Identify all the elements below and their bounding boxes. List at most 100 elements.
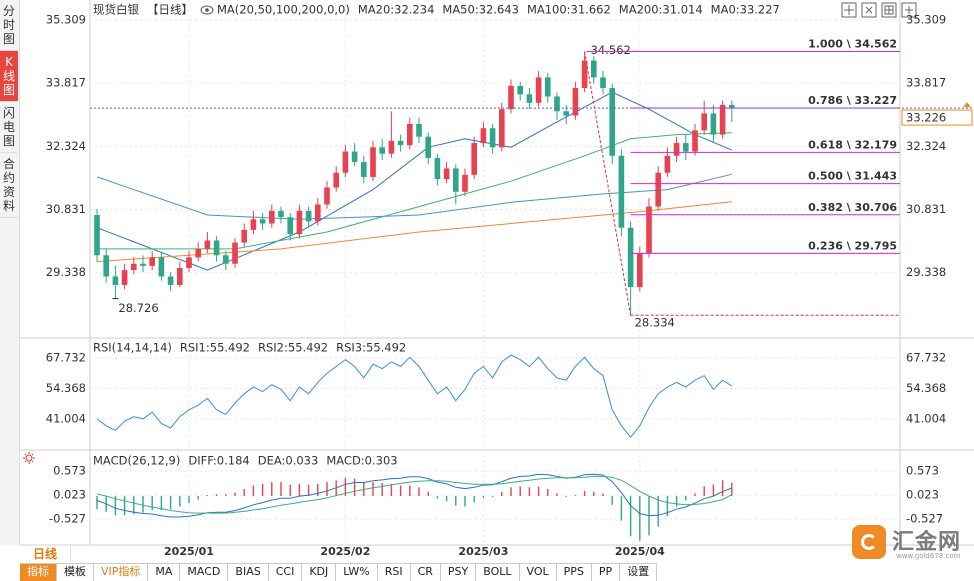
toolbar-tab[interactable]: 模板 [57, 564, 94, 581]
toolbar-tab[interactable]: CR [411, 564, 441, 581]
candle-body [315, 204, 321, 222]
toolbar-tab[interactable]: PSY [441, 564, 477, 581]
icon[interactable] [841, 2, 857, 18]
candle-body [609, 88, 615, 156]
toolbar-tab[interactable]: RSI [378, 564, 411, 581]
candle-body [103, 255, 109, 277]
icon-glyph [905, 6, 913, 14]
low-label: 28.334 [635, 316, 675, 330]
toolbar-tab[interactable]: KDJ [302, 564, 337, 581]
candle-body [618, 155, 625, 228]
toolbar-tab[interactable]: MACD [180, 564, 229, 581]
sidebar-tab[interactable]: K线图 [0, 51, 18, 102]
legend-item: RSI(14,14,14) [93, 341, 172, 355]
x-tick-label: 2025/04 [615, 545, 665, 558]
y-tick-label-right: 54.368 [906, 381, 946, 395]
sidebar-tab[interactable]: 闪电图 [0, 102, 18, 153]
candle-body [692, 130, 698, 152]
last-price-label: 33.226 [906, 111, 946, 125]
candle-body [554, 96, 560, 112]
brand-logo [852, 525, 886, 559]
candle-body [710, 113, 717, 135]
y-tick-label-right: 41.004 [906, 411, 946, 425]
candle-body [379, 147, 385, 154]
candle-body [572, 88, 579, 116]
candle-body [673, 143, 680, 156]
icon[interactable] [881, 2, 897, 18]
ma-line [96, 91, 732, 271]
ma-line [96, 201, 732, 263]
period-tab[interactable]: 日线 [20, 546, 71, 562]
settings-icon[interactable] [23, 452, 35, 464]
y-tick-label-right: 32.324 [906, 139, 946, 153]
candle-body [416, 123, 422, 137]
indicator-line [96, 354, 733, 438]
toolbar-tab[interactable]: 设置 [620, 564, 658, 581]
icon[interactable] [901, 2, 917, 18]
candle-body [443, 168, 450, 180]
y-tick-label-right: 0.023 [906, 488, 939, 502]
candle-body [167, 276, 174, 285]
toolbar-tab[interactable]: 指标 [20, 564, 57, 581]
toolbar-tab[interactable]: CCI [269, 564, 303, 581]
candle-body [121, 270, 128, 285]
candle-body [250, 219, 257, 230]
toolbar-tab[interactable]: BOLL [476, 564, 520, 581]
icon-glyph [25, 454, 33, 462]
candle-body [140, 263, 146, 266]
candle-body [600, 77, 606, 88]
candle-body [545, 77, 551, 97]
candle-body [305, 210, 312, 222]
candle-body [434, 157, 441, 180]
candle-body [269, 210, 275, 224]
low-label: 28.726 [118, 301, 158, 315]
toolbar-tab[interactable]: PP [592, 564, 621, 581]
sidebar-tab[interactable]: 合约资料 [0, 153, 18, 218]
toolbar-tab[interactable]: LW% [336, 564, 378, 581]
x-tick-label: 2025/01 [164, 545, 214, 558]
candle-body [195, 248, 201, 258]
candle-body [177, 267, 183, 285]
legend-item: RSI1:55.492 [180, 341, 250, 355]
icon-glyph [865, 6, 873, 14]
candle-body [517, 85, 523, 95]
legend-item: MA200:31.014 [619, 3, 703, 17]
icon-glyph [844, 5, 854, 15]
candle-body [278, 210, 284, 218]
y-tick-label: 33.817 [46, 76, 86, 90]
y-tick-label: 0.573 [53, 464, 86, 478]
candle-body [535, 77, 542, 103]
legend-item: RSI3:55.492 [336, 341, 406, 355]
legend-item: 【日线】 [147, 3, 193, 17]
eye-icon[interactable] [200, 5, 214, 15]
sidebar-tab[interactable]: 分时图 [0, 0, 18, 51]
y-tick-label: 41.004 [46, 411, 86, 425]
toolbar-tab[interactable]: VOL [520, 564, 557, 581]
y-tick-label-right: 67.732 [906, 350, 946, 364]
toolbar-tab[interactable]: BIAS [228, 564, 269, 581]
y-tick-label: 0.023 [53, 488, 86, 502]
y-tick-label: 67.732 [46, 350, 86, 364]
candle-body [342, 151, 349, 173]
candle-body [213, 240, 220, 256]
toolbar-tab[interactable]: VIP指标 [94, 564, 149, 581]
legend-item: DIFF:0.184 [188, 454, 249, 468]
sidebar: 分时图 K线图 闪电图 合约资料 [0, 0, 20, 545]
toolbar-tab[interactable]: PPS [557, 564, 592, 581]
y-tick-label: 35.309 [46, 12, 86, 26]
candle-body [462, 174, 468, 192]
chart-bg [20, 0, 974, 562]
icon-glyph [205, 8, 209, 12]
legend-item: RSI2:55.492 [258, 341, 328, 355]
y-tick-label-right: 0.573 [906, 464, 939, 478]
candle-body [351, 151, 358, 163]
candle-body [158, 257, 165, 277]
toolbar-tab[interactable]: MA [148, 564, 181, 581]
candle-body [94, 215, 100, 256]
fib-label: 0.786 \ 33.227 [808, 94, 897, 107]
candle-body [361, 162, 367, 177]
y-tick-label: 30.831 [46, 202, 86, 216]
icon[interactable] [861, 2, 877, 18]
candle-body [259, 219, 266, 224]
